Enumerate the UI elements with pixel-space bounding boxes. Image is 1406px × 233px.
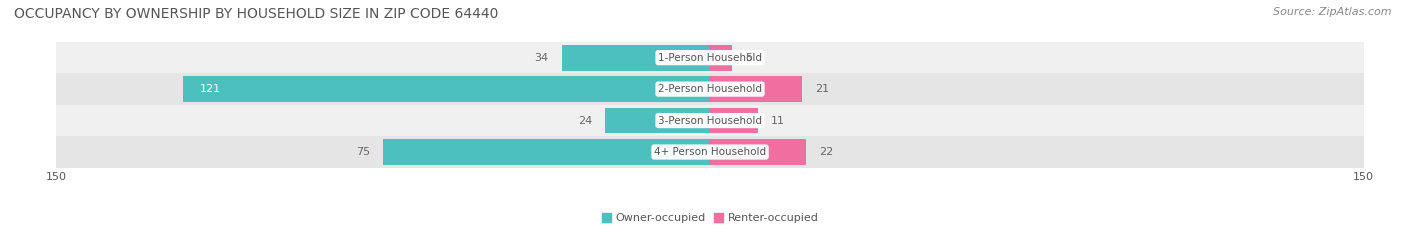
Text: 34: 34 [534,53,548,63]
Bar [710,76,801,102]
Text: 1-Person Household: 1-Person Household [658,53,762,63]
Text: 24: 24 [578,116,592,126]
Bar [183,76,710,102]
Text: 3-Person Household: 3-Person Household [658,116,762,126]
Text: 22: 22 [818,147,834,157]
Text: Source: ZipAtlas.com: Source: ZipAtlas.com [1274,7,1392,17]
Text: 75: 75 [356,147,370,157]
Bar [562,45,710,71]
Bar [56,73,1364,105]
Text: OCCUPANCY BY OWNERSHIP BY HOUSEHOLD SIZE IN ZIP CODE 64440: OCCUPANCY BY OWNERSHIP BY HOUSEHOLD SIZE… [14,7,499,21]
Bar [56,42,1364,73]
Bar [710,108,758,134]
Text: 121: 121 [200,84,221,94]
Bar [710,45,731,71]
Text: 5: 5 [745,53,752,63]
Bar [56,136,1364,168]
Text: 4+ Person Household: 4+ Person Household [654,147,766,157]
Bar [710,139,806,165]
Bar [56,105,1364,136]
Text: 21: 21 [814,84,828,94]
Text: 11: 11 [770,116,785,126]
Legend: Owner-occupied, Renter-occupied: Owner-occupied, Renter-occupied [598,209,823,228]
Bar [606,108,710,134]
Text: 2-Person Household: 2-Person Household [658,84,762,94]
Bar [382,139,710,165]
